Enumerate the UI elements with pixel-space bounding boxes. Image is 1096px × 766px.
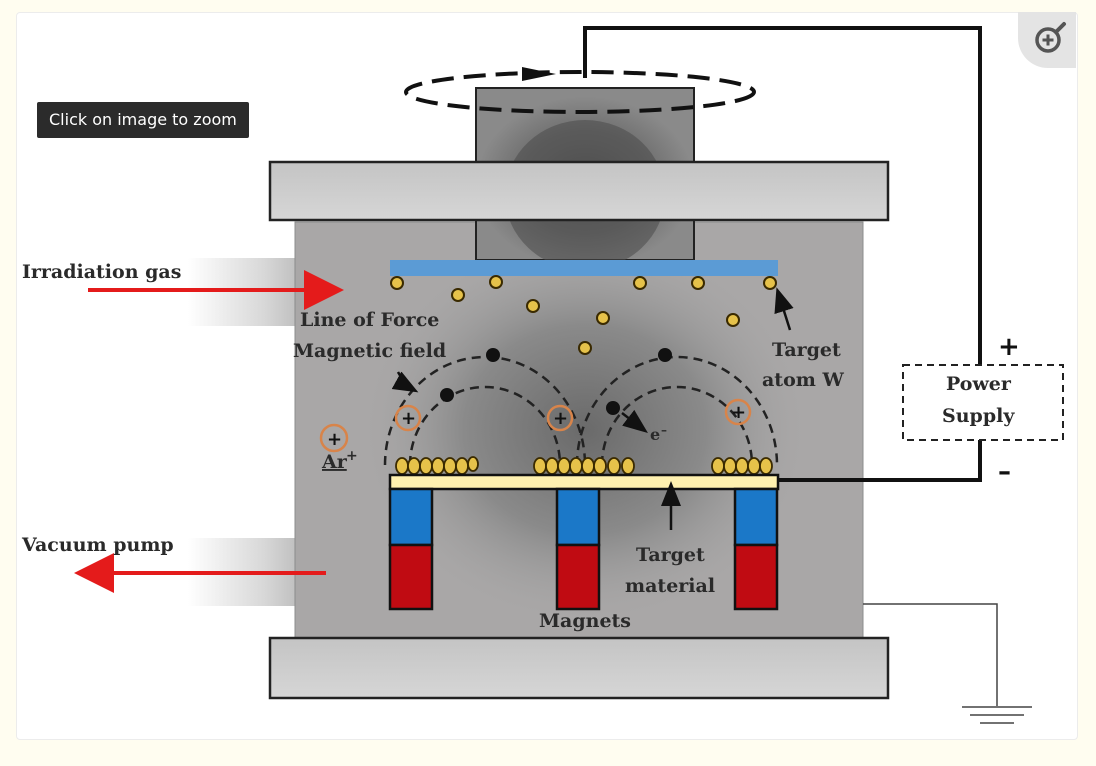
power-supply-box (902, 364, 1064, 441)
substrate (390, 260, 778, 276)
label-irradiation-gas: Irradiation gas (22, 261, 181, 283)
magnets (388, 487, 779, 611)
svg-text:+: + (327, 429, 342, 450)
label-electron-minus: – (661, 423, 667, 437)
label-ar: Ar (321, 451, 348, 473)
label-plus: + (998, 332, 1020, 362)
power-wiring (583, 26, 982, 482)
label-line-of-force: Line of Force (300, 309, 439, 331)
rotation-arrow (404, 70, 756, 114)
target-material (388, 473, 780, 491)
bottom-plate (268, 636, 890, 700)
svg-text:+: + (731, 402, 746, 423)
top-plate (268, 160, 890, 222)
zoom-in-icon (1035, 22, 1066, 53)
zoom-tooltip: Click on image to zoom (37, 102, 249, 138)
label-target-atom-2: atom W (762, 369, 844, 391)
label-target-atom-1: Target (772, 339, 841, 361)
label-supply: Supply (942, 405, 1015, 427)
label-target-material-1: Target (636, 544, 705, 566)
argon-ions (319, 398, 752, 453)
label-magnetic-field: Magnetic field (293, 340, 446, 362)
label-target-material-2: material (625, 575, 715, 597)
svg-text:+: + (553, 408, 568, 429)
label-ar-plus: + (346, 448, 358, 464)
label-magnets: Magnets (539, 610, 631, 632)
sputtered-atom-clusters (395, 456, 773, 475)
ground-icon (863, 603, 1032, 724)
zoom-button[interactable] (1018, 12, 1076, 68)
electrons (440, 348, 672, 415)
plasma-glow (365, 240, 805, 620)
svg-text:+: + (401, 408, 416, 429)
label-electron: e (650, 425, 660, 444)
label-minus: – (998, 457, 1011, 487)
label-vacuum-pump: Vacuum pump (21, 534, 174, 556)
label-power: Power (946, 373, 1012, 395)
target-atoms (390, 275, 777, 355)
